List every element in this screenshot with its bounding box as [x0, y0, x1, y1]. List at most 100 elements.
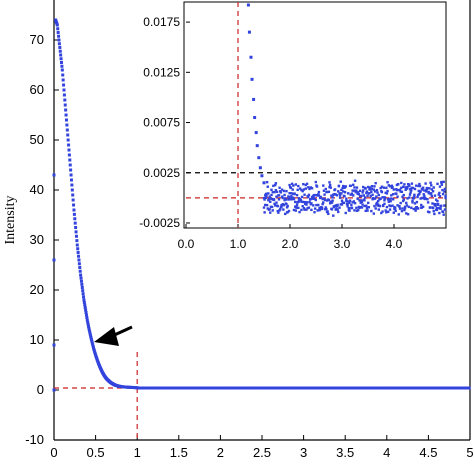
inset-noise-point [403, 183, 406, 186]
inset-noise-point [360, 206, 364, 209]
inset-noise-point [358, 189, 362, 193]
inset-noise-point [290, 195, 293, 198]
inset-noise-point [273, 190, 276, 194]
main-data-point [90, 341, 94, 345]
inset-noise-point [302, 182, 305, 186]
inset-noise-point [436, 202, 440, 206]
inset-noise-point [401, 207, 404, 210]
inset-noise-point [370, 209, 373, 213]
inset-noise-point [376, 199, 380, 203]
inset-noise-point [363, 196, 367, 199]
inset-noise-point [330, 201, 334, 204]
main-data-point [74, 230, 78, 234]
inset-noise-point [307, 186, 310, 189]
inset-noise-point [403, 208, 406, 212]
inset-noise-point [301, 204, 304, 208]
inset-noise-point [313, 211, 316, 214]
main-data-point [59, 61, 63, 64]
inset-noise-point [365, 204, 368, 207]
inset-noise-point [410, 189, 413, 192]
inset-noise-point [348, 199, 352, 202]
inset-noise-point [426, 201, 430, 204]
main-y-tick-label: 20 [30, 282, 44, 297]
inset-noise-point [279, 208, 282, 211]
inset-noise-point [292, 197, 296, 201]
inset-noise-point [304, 187, 308, 190]
inset-noise-point [269, 205, 273, 209]
inset-noise-point [296, 188, 299, 192]
inset-noise-point [422, 197, 425, 200]
inset-noise-point [348, 209, 351, 212]
inset-noise-point [346, 205, 349, 208]
inset-noise-point [410, 182, 414, 185]
inset-noise-point [428, 211, 431, 214]
inset-noise-point [304, 183, 308, 187]
main-data-point [98, 366, 102, 369]
inset-noise-point [430, 194, 434, 198]
inset-noise-point [283, 198, 286, 202]
inset-noise-point [361, 203, 364, 206]
inset-noise-point [417, 184, 420, 188]
inset-noise-point [381, 210, 384, 213]
main-data-point [82, 295, 86, 299]
inset-noise-point [283, 193, 286, 197]
inset-x-tick-label: 4.0 [386, 237, 403, 251]
inset-noise-point [303, 200, 307, 204]
main-data-point [76, 251, 80, 254]
inset-noise-point [436, 199, 439, 203]
inset-noise-point [435, 208, 439, 212]
inset-noise-point [409, 191, 412, 194]
inset-noise-point [390, 197, 393, 200]
inset-noise-point [295, 203, 299, 206]
inset-noise-point [385, 186, 388, 190]
main-x-tick-label: 1 [134, 445, 141, 460]
inset-data-point [249, 55, 253, 59]
inset-noise-point [314, 198, 317, 202]
inset-noise-point [364, 187, 367, 190]
inset-noise-point [341, 186, 344, 190]
inset-noise-point [375, 195, 378, 198]
main-baseline-point [468, 386, 471, 390]
inset-data-point [255, 144, 259, 148]
inset-noise-point [311, 197, 314, 200]
inset-noise-point [372, 212, 376, 215]
inset-noise-point [420, 206, 424, 209]
inset-noise-point [400, 190, 404, 194]
inset-noise-point [262, 196, 266, 200]
inset-noise-point [391, 204, 394, 207]
inset-noise-point [385, 192, 389, 195]
inset-noise-point [340, 203, 344, 206]
inset-noise-point [363, 199, 366, 202]
main-data-point [84, 311, 88, 314]
main-x-tick-label: 5 [466, 445, 473, 460]
main-data-point [86, 320, 90, 324]
main-x-tick-label: 1.5 [170, 445, 188, 460]
inset-noise-point [358, 195, 362, 198]
inset-noise-point [438, 194, 442, 198]
inset-noise-point [382, 186, 386, 189]
inset-noise-point [362, 185, 365, 189]
inset-noise-point [268, 195, 271, 198]
inset-noise-point [380, 190, 384, 194]
main-data-point [77, 262, 81, 266]
inset-noise-point [357, 208, 360, 212]
inset-noise-point [421, 188, 424, 191]
inset-noise-point [386, 198, 390, 201]
inset-noise-point [274, 183, 277, 187]
inset-noise-point [339, 180, 342, 183]
inset-data-point [262, 181, 266, 185]
inset-noise-point [289, 196, 293, 200]
inset-noise-point [271, 209, 274, 212]
inset-noise-point [364, 209, 367, 213]
inset-noise-point [330, 194, 333, 197]
main-data-point [77, 258, 81, 262]
inset-noise-point [289, 186, 293, 190]
inset-noise-point [414, 209, 417, 212]
inset-noise-point [408, 196, 411, 199]
main-data-point [78, 269, 82, 273]
inset-noise-point [276, 209, 279, 213]
inset-noise-point [344, 211, 347, 215]
arrow-annotation [94, 325, 133, 346]
inset-noise-point [415, 184, 418, 187]
